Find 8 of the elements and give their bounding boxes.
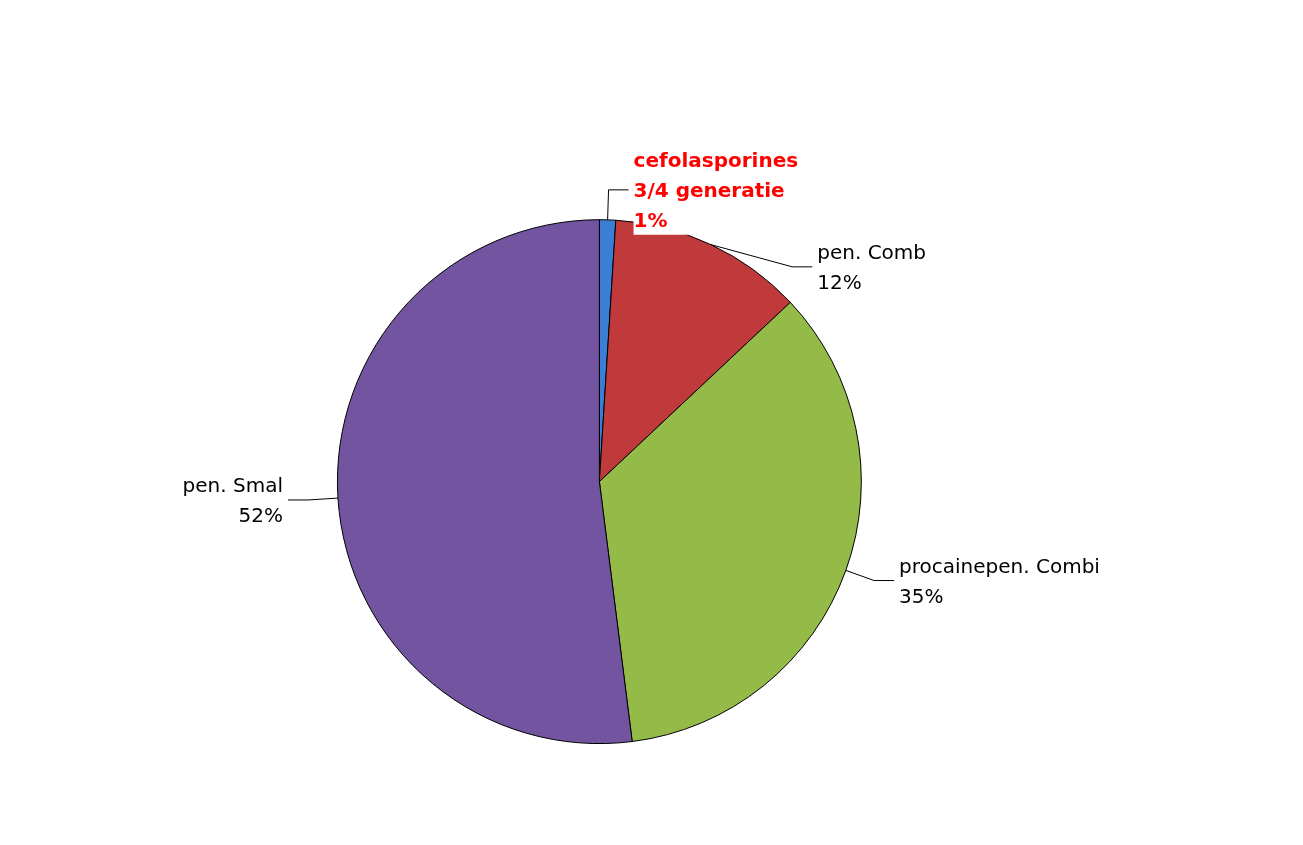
data-label: 1%: [633, 207, 668, 232]
slice-label: pen. Comb: [817, 239, 927, 264]
slice-label: pen. Smal: [182, 472, 284, 497]
data-label: 52%: [238, 502, 284, 527]
data-label: 35%: [899, 583, 944, 608]
data-label: 12%: [817, 269, 862, 294]
slice-label: cefolasporines 3/4 generatie: [633, 147, 806, 202]
slice-label: procainepen. Combi: [899, 553, 1100, 578]
